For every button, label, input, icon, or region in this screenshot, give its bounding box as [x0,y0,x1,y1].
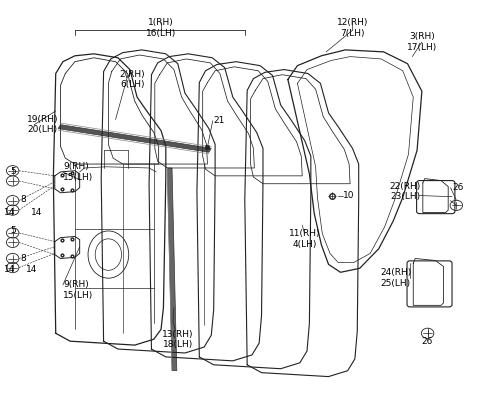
Text: 11(RH)
4(LH): 11(RH) 4(LH) [289,229,320,248]
Text: 12(RH)
7(LH): 12(RH) 7(LH) [337,19,368,38]
Text: 14: 14 [31,208,42,217]
Text: 10: 10 [343,191,354,200]
Text: 8: 8 [21,254,26,263]
Text: 8: 8 [21,195,26,204]
Text: 5: 5 [10,226,15,235]
Text: 5: 5 [10,167,15,177]
Polygon shape [58,125,211,152]
Text: 14: 14 [26,265,37,274]
Text: 14: 14 [4,265,15,274]
Text: 19(RH)
20(LH): 19(RH) 20(LH) [27,115,59,134]
Text: 9(RH)
15(LH): 9(RH) 15(LH) [63,162,93,182]
Text: 9(RH)
15(LH): 9(RH) 15(LH) [63,280,93,300]
Text: 2(RH)
6(LH): 2(RH) 6(LH) [120,70,145,89]
Text: 3(RH)
17(LH): 3(RH) 17(LH) [407,32,437,52]
Text: 24(RH)
25(LH): 24(RH) 25(LH) [380,269,411,288]
Polygon shape [167,168,177,371]
Text: 26: 26 [452,183,464,192]
Text: 13(RH)
18(LH): 13(RH) 18(LH) [162,329,193,349]
Text: 1(RH)
16(LH): 1(RH) 16(LH) [146,19,176,38]
Text: 26: 26 [421,337,432,346]
Text: 14: 14 [4,208,15,217]
Text: 22(RH)
23(LH): 22(RH) 23(LH) [389,182,421,201]
Text: 21: 21 [214,116,225,125]
